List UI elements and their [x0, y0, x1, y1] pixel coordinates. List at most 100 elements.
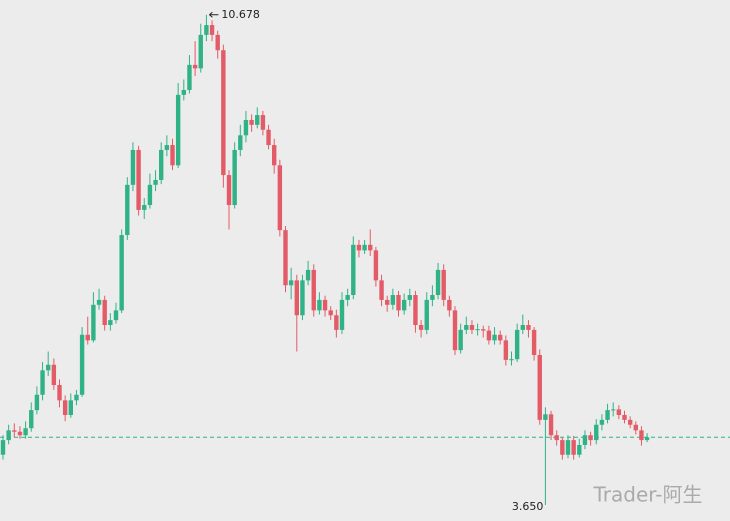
candle-body [379, 280, 384, 300]
candle-body [345, 295, 350, 300]
candle-body [192, 64, 198, 69]
candle-body [136, 149, 141, 210]
candle-body [503, 340, 509, 360]
candle-body [260, 115, 266, 130]
candle-body [526, 325, 531, 330]
candle-body [294, 280, 299, 316]
candle-body [362, 244, 367, 251]
candle-body [68, 400, 73, 415]
candle-body [520, 325, 525, 330]
candle-body [514, 329, 520, 360]
candle-body [0, 440, 6, 455]
candle-body [577, 444, 582, 455]
candle-body [599, 419, 605, 425]
candle-body [159, 149, 164, 180]
candle-body [548, 414, 554, 436]
candle-body [464, 325, 469, 330]
candle-body [498, 334, 503, 341]
candle-body [272, 145, 277, 166]
candle-body [74, 394, 79, 401]
candle-body [639, 430, 644, 441]
candle-body [537, 355, 542, 420]
candle-body [102, 299, 107, 326]
candle-body [23, 428, 28, 436]
candle-body [351, 244, 356, 296]
candle-body [62, 400, 68, 415]
candle-body [91, 304, 96, 341]
candle-body [396, 295, 401, 311]
candle-body [6, 430, 11, 441]
candle-body [385, 299, 390, 305]
candle-body [373, 250, 379, 281]
candle-body [249, 119, 254, 125]
candle-body [435, 269, 441, 296]
candle-body [232, 149, 237, 206]
candle-body [334, 315, 339, 330]
candle-body [96, 299, 102, 305]
candle-body [12, 430, 17, 432]
candle-body [170, 145, 175, 166]
candle-body [407, 295, 412, 300]
candle-body [187, 64, 192, 90]
candle-body [221, 50, 226, 176]
candle-body [401, 299, 407, 311]
candle-body [543, 414, 548, 420]
candle-body [17, 431, 23, 436]
candle-body [492, 334, 497, 341]
candle-body [509, 359, 514, 361]
candle-body [209, 25, 215, 35]
candle-body [238, 135, 243, 150]
candle-body [413, 295, 418, 326]
candle-body [266, 129, 271, 146]
watermark: Trader-阿生 [593, 483, 703, 507]
candle-body [305, 269, 311, 281]
candle-body [322, 299, 328, 311]
candle-body [328, 310, 333, 316]
candle-body [339, 299, 345, 330]
candle-body [255, 115, 260, 125]
candle-body [424, 299, 429, 330]
candle-body [560, 440, 565, 455]
candle-body [605, 410, 610, 420]
candle-body [452, 310, 458, 351]
candle-body [153, 179, 158, 185]
candle-body [283, 230, 288, 286]
candle-body [204, 25, 209, 35]
candle-body [571, 440, 576, 455]
candle-body [644, 437, 650, 441]
candle-body [243, 119, 249, 136]
candle-body [418, 325, 424, 330]
candle-body [215, 34, 220, 51]
candle-body [29, 410, 34, 429]
candle-body [119, 235, 124, 311]
candle-body [430, 295, 435, 300]
candle-body [441, 269, 446, 300]
candle-body [469, 325, 475, 330]
annotation-label: 10.678 [221, 8, 260, 21]
candle-body [627, 419, 633, 425]
candle-body [85, 334, 90, 341]
candle-body [633, 424, 638, 431]
candle-body [40, 370, 45, 395]
candle-body [46, 364, 51, 371]
candle-body [175, 94, 181, 166]
candle-body [588, 435, 593, 441]
candle-body [79, 334, 85, 395]
candle-body [368, 244, 373, 251]
candle-body [356, 244, 362, 251]
candle-body [582, 435, 588, 445]
candle-body [226, 175, 232, 206]
candle-body [51, 364, 57, 385]
candle-body [34, 394, 40, 411]
candle-body [565, 440, 571, 455]
candle-body [458, 329, 463, 351]
candle-body [390, 295, 396, 305]
candle-body [181, 89, 186, 95]
candle-body [311, 269, 316, 311]
candle-body [300, 280, 305, 316]
annotation-label: 3.650 [512, 500, 544, 513]
candle-body [447, 299, 452, 311]
